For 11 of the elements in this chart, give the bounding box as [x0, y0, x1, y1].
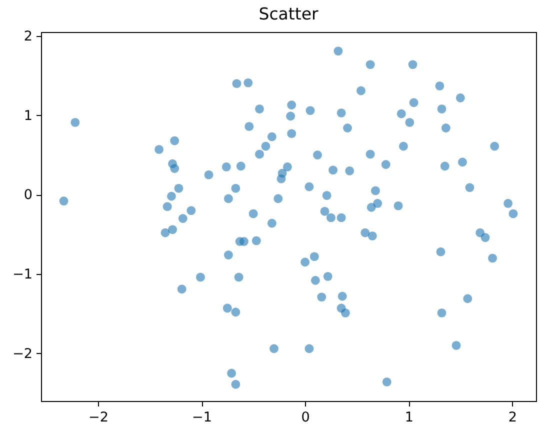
y-tick-label: 0	[24, 187, 32, 204]
x-tick-label: 0	[301, 410, 310, 426]
y-tick-label: 1	[24, 108, 32, 124]
x-tick-label: 2	[508, 410, 517, 426]
x-tick-label: −1	[192, 410, 212, 426]
y-tick-label: 2	[24, 28, 32, 44]
y-tick-label: −1	[12, 266, 32, 283]
y-tick-label: −2	[12, 346, 32, 362]
chart-title: Scatter	[258, 4, 318, 24]
x-tick-label: −2	[88, 410, 108, 426]
x-tick-label: 1	[404, 410, 414, 426]
